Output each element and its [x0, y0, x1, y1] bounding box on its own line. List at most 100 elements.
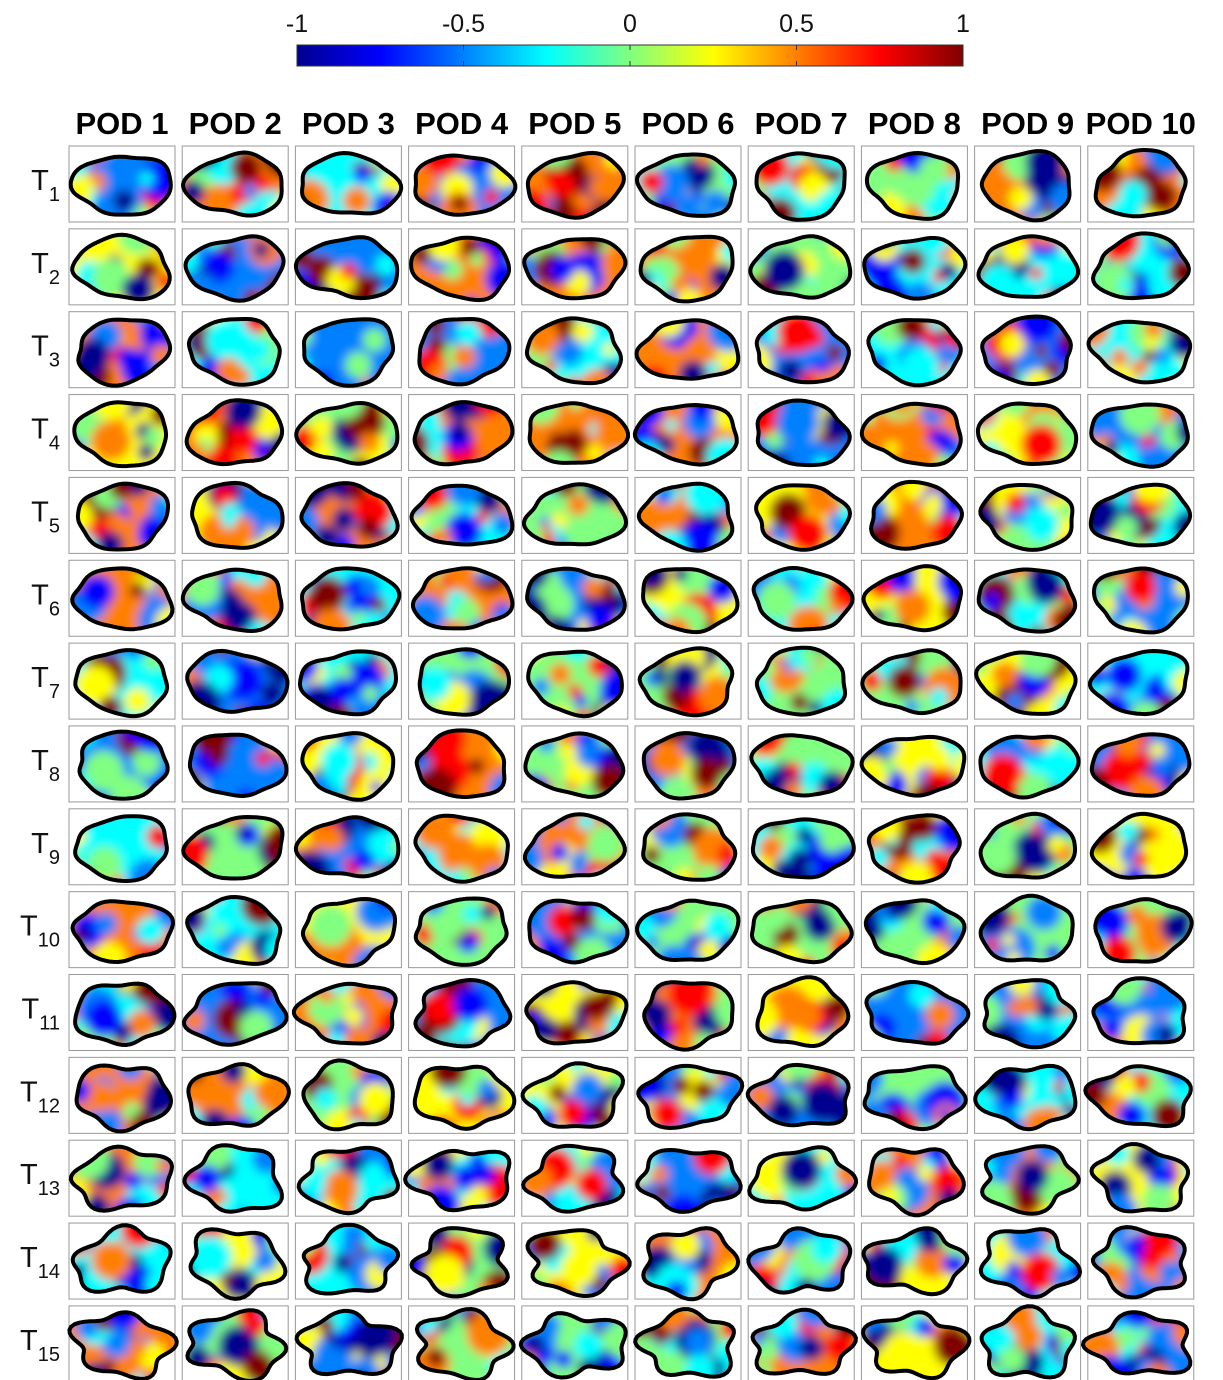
- panel-outline: [641, 812, 738, 882]
- field-blob: [566, 1063, 586, 1072]
- panel-outline: [300, 151, 404, 216]
- field-blob: [362, 685, 379, 702]
- field-blob: [353, 1323, 389, 1358]
- field-blob: [341, 1238, 360, 1257]
- field-blob: [362, 328, 386, 352]
- field-blob: [644, 672, 658, 687]
- field-blob: [586, 444, 604, 462]
- panel-outline: [755, 398, 852, 468]
- panel-outline: [636, 1063, 745, 1130]
- panel-outline: [754, 151, 847, 222]
- field-blob: [453, 345, 476, 369]
- panel: [181, 228, 289, 306]
- panel-outline: [1089, 1142, 1191, 1214]
- row-label: T14: [20, 1242, 60, 1283]
- field-blob: [917, 1165, 934, 1182]
- panel-outline: [978, 734, 1081, 800]
- panel-outline: [754, 645, 848, 717]
- field-blob: [684, 1258, 699, 1273]
- panel: [860, 228, 968, 306]
- field-blob: [999, 331, 1025, 357]
- field-blob: [649, 740, 686, 777]
- panel-outline: [637, 646, 735, 718]
- field-blob: [132, 748, 161, 777]
- panel: [860, 559, 968, 637]
- column-header: POD 7: [755, 106, 848, 141]
- field-blob: [371, 597, 387, 613]
- row-label-base: T: [20, 1325, 38, 1357]
- field-blob: [696, 864, 720, 880]
- field-blob: [1176, 420, 1188, 445]
- panel: [974, 394, 1082, 472]
- panel: [68, 1222, 176, 1300]
- field-blob: [155, 271, 170, 292]
- panel-outline: [751, 566, 855, 632]
- field-blob: [1102, 749, 1144, 791]
- panel: [408, 394, 516, 472]
- field-blob: [83, 750, 124, 792]
- panel: [747, 559, 855, 637]
- panel: [293, 228, 402, 306]
- field-blob: [77, 500, 94, 532]
- field-blob: [462, 905, 481, 923]
- panel-outline: [413, 813, 510, 884]
- panel-outline: [750, 1307, 858, 1376]
- panel: [521, 642, 629, 720]
- panel-outline: [632, 403, 739, 467]
- panel: [860, 311, 968, 389]
- row-label-sub: 15: [38, 1344, 60, 1366]
- panel: [521, 228, 629, 306]
- panel: [859, 394, 968, 472]
- panel-outline: [77, 729, 170, 801]
- field-blob: [357, 517, 379, 539]
- field-blob: [80, 574, 115, 609]
- panel-outline: [859, 401, 963, 467]
- panel: [521, 725, 629, 803]
- panel: [408, 974, 516, 1051]
- panel-outline: [642, 980, 735, 1052]
- panel-outline: [861, 564, 963, 633]
- panel: [1087, 1222, 1195, 1300]
- row-label: T3: [31, 331, 60, 372]
- panel: [860, 1139, 968, 1218]
- panel: [408, 228, 516, 306]
- panel: [68, 145, 176, 223]
- row-label: T9: [31, 828, 60, 869]
- field-blob: [1023, 736, 1051, 750]
- panel: [1087, 559, 1195, 637]
- field-blob: [1014, 1322, 1044, 1351]
- field-blob: [1085, 1079, 1107, 1110]
- field-blob: [826, 343, 843, 361]
- field-blob: [1002, 933, 1015, 947]
- panel-outline: [527, 898, 630, 965]
- panel-outline: [414, 1307, 516, 1380]
- panel: [294, 891, 402, 969]
- panel: [521, 974, 629, 1051]
- panel-outline: [180, 567, 284, 633]
- panel-outline: [520, 1061, 625, 1129]
- panel: [181, 145, 289, 223]
- field-blob: [898, 862, 933, 883]
- column-header: POD 2: [189, 106, 282, 141]
- field-blob: [921, 1029, 951, 1044]
- column-header: POD 1: [75, 106, 168, 141]
- field-blob: [650, 1098, 683, 1128]
- panel: [181, 725, 289, 803]
- field-blob: [549, 663, 571, 685]
- panel-outline: [746, 1226, 853, 1295]
- panel-outline: [750, 899, 854, 965]
- column-header: POD 5: [528, 106, 621, 141]
- panel: [634, 1056, 745, 1134]
- panel: [294, 311, 402, 389]
- field-blob: [828, 600, 844, 615]
- panel: [294, 1139, 402, 1217]
- colorbar-tick-label: -0.5: [442, 10, 485, 38]
- panel-outline: [748, 234, 853, 300]
- field-blob: [309, 416, 333, 439]
- field-blob: [1091, 413, 1109, 438]
- field-blob: [453, 986, 489, 1022]
- field-blob: [94, 912, 118, 936]
- panel: [860, 974, 971, 1051]
- panel: [294, 394, 402, 472]
- panel-outline: [864, 980, 971, 1046]
